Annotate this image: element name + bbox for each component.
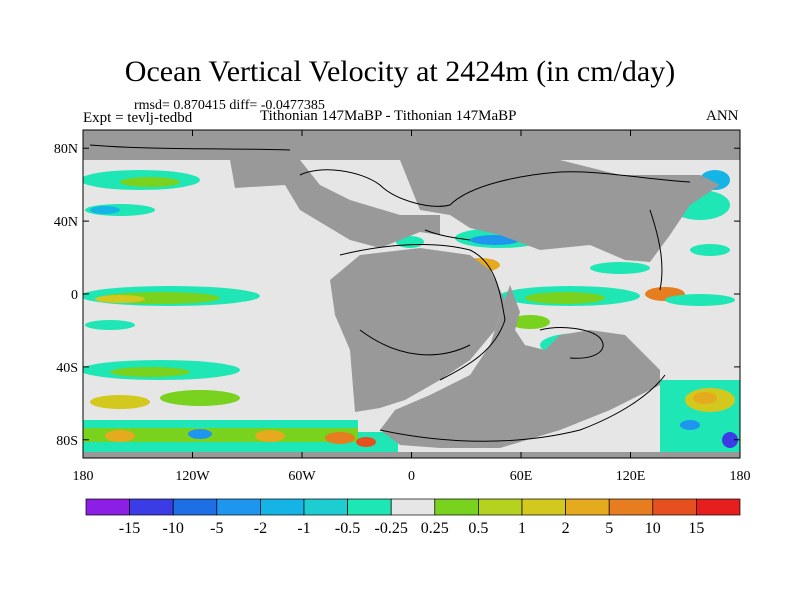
- field-patch: [525, 292, 605, 304]
- axis-ticks: 180 120W 60W 0 60E 120E 180 80N 40N 0 40S 80S: [54, 130, 751, 484]
- colorbar-label: 15: [688, 520, 704, 537]
- colorbar-label: 5: [605, 520, 613, 537]
- field-patch: [95, 295, 145, 303]
- colorbar-swatch: [478, 498, 523, 516]
- field-patch: [120, 177, 180, 187]
- colorbar-swatch: [652, 498, 697, 516]
- coastline: [539, 327, 604, 359]
- land-gondwana-west: [330, 248, 505, 412]
- stats-label: rmsd= 0.870415 diff= -0.0477385: [134, 98, 325, 113]
- field-patch: [110, 367, 190, 377]
- land-eurasia: [400, 160, 720, 262]
- coastline: [359, 329, 471, 356]
- colorbar-label: 0.25: [421, 520, 449, 537]
- field-patch: [90, 395, 150, 409]
- colorbar: -15 -10 -5 -2 -1 -0.5 -0.25 0.25 0.5 1 2 5 10 15: [85, 498, 741, 537]
- experiment-label: Expt = tevlj-tedbd: [83, 110, 193, 126]
- land-masses: [83, 130, 740, 458]
- x-tick-label: 180: [73, 469, 94, 484]
- field-patch: [85, 320, 135, 330]
- x-tick-label: 60E: [510, 469, 533, 484]
- colorbar-label: 0.5: [468, 520, 488, 537]
- field-patch: [356, 437, 376, 447]
- colorbar-label: -2: [254, 520, 267, 537]
- season-label: ANN: [706, 108, 739, 124]
- y-tick-label: 0: [71, 288, 78, 303]
- colorbar-label: -10: [163, 520, 184, 537]
- colorbar-label: -0.5: [335, 520, 360, 537]
- x-tick-label: 60W: [288, 469, 316, 484]
- colorbar-label: 2: [562, 520, 570, 537]
- y-tick-label: 80N: [54, 142, 78, 157]
- coastline: [649, 209, 663, 291]
- chart-title: Ocean Vertical Velocity at 2424m (in cm/…: [124, 55, 676, 88]
- field-patch: [722, 432, 738, 448]
- field-patch: [160, 390, 240, 406]
- colorbar-swatch: [565, 498, 610, 516]
- colorbar-swatch: [303, 498, 348, 516]
- x-tick-label: 120E: [616, 469, 646, 484]
- y-tick-label: 40N: [54, 215, 78, 230]
- colorbar-swatch: [172, 498, 218, 516]
- field-patch: [693, 392, 717, 404]
- coastlines: [89, 144, 691, 442]
- colorbar-label: -1: [297, 520, 310, 537]
- colorbar-label: -0.25: [375, 520, 408, 537]
- coastline: [424, 229, 471, 241]
- colorbar-label: 1: [518, 520, 526, 537]
- field-patch: [358, 432, 398, 452]
- x-tick-label: 120W: [175, 469, 210, 484]
- colorbar-swatch: [347, 498, 392, 516]
- colorbar-swatch: [216, 498, 261, 516]
- y-tick-label: 80S: [56, 434, 78, 449]
- colorbar-swatch: [696, 498, 741, 516]
- coastline: [379, 374, 666, 442]
- coastline: [89, 144, 291, 151]
- colorbar-swatch: [260, 498, 305, 516]
- field-patch: [325, 432, 355, 444]
- field-patch: [690, 244, 730, 256]
- land-gondwana-east: [380, 285, 660, 448]
- field-patch: [255, 430, 285, 442]
- field-patch: [665, 294, 735, 306]
- x-tick-label: 180: [730, 469, 751, 484]
- field-patch: [590, 262, 650, 274]
- field-patch: [188, 429, 212, 439]
- colorbar-label: 10: [645, 520, 661, 537]
- field-patch: [83, 428, 358, 442]
- colorbar-swatch: [434, 498, 479, 516]
- colorbar-swatch: [85, 498, 130, 516]
- field-patch: [90, 206, 120, 214]
- coastline: [299, 169, 691, 207]
- colorbar-swatch: [390, 498, 436, 516]
- colorbar-swatch: [521, 498, 566, 516]
- map-area: [83, 130, 740, 458]
- field-patch: [510, 315, 550, 329]
- y-tick-label: 40S: [56, 361, 78, 376]
- colorbar-label: -15: [119, 520, 140, 537]
- colorbar-swatch: [608, 498, 654, 516]
- subtitle-label: Tithonian 147MaBP - Tithonian 147MaBP: [260, 108, 517, 124]
- field-patch: [680, 420, 700, 430]
- coastline: [339, 244, 506, 381]
- land-north-america: [230, 160, 440, 248]
- colorbar-swatch: [129, 498, 174, 516]
- colorbar-label: -5: [210, 520, 223, 537]
- field-patch: [105, 430, 135, 442]
- x-tick-label: 0: [408, 469, 415, 484]
